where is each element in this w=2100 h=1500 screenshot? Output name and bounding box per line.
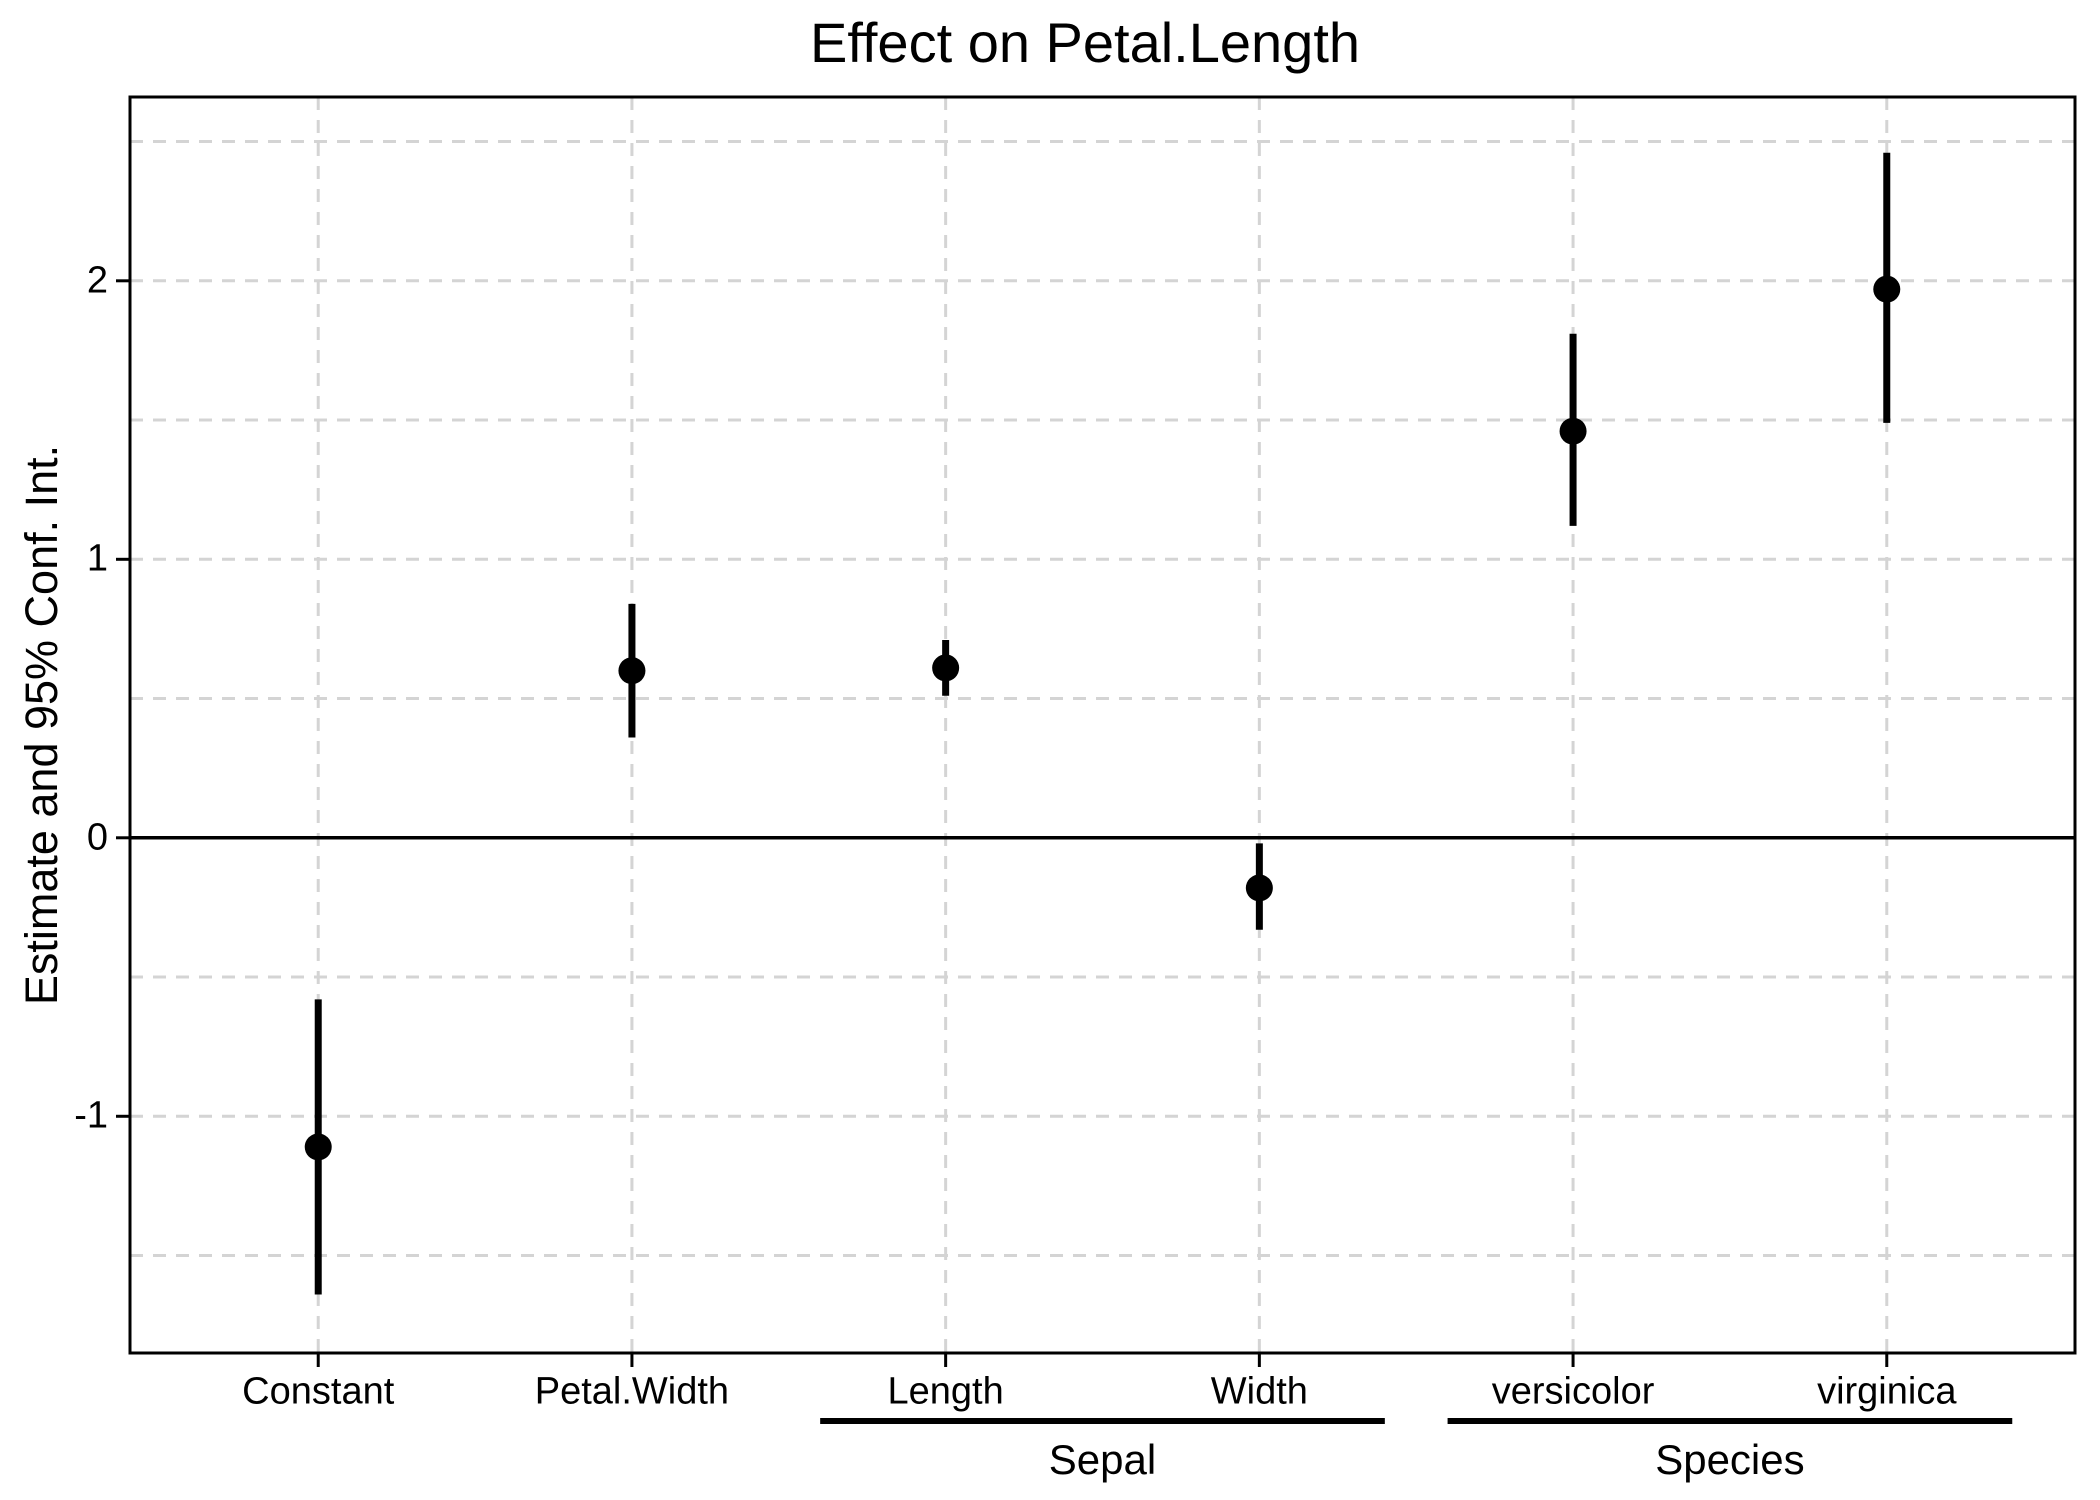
x-category-label: Width — [1210, 1370, 1308, 1413]
estimate-point — [618, 657, 646, 685]
estimate-point — [1559, 417, 1587, 445]
chart-title: Effect on Petal.Length — [809, 11, 1361, 74]
x-category-label: Petal.Width — [534, 1370, 730, 1413]
y-tick-label: -1 — [74, 1094, 108, 1137]
group-label: Sepal — [1048, 1436, 1157, 1483]
x-category-label: versicolor — [1491, 1370, 1655, 1413]
y-tick-label: 1 — [86, 537, 108, 580]
x-category-label: virginica — [1817, 1370, 1957, 1413]
group-label: Species — [1655, 1436, 1805, 1483]
panel-border — [128, 95, 2077, 1355]
y-tick-label: 2 — [86, 259, 108, 302]
x-category-label: Length — [887, 1370, 1004, 1413]
y-axis-title: Estimate and 95% Conf. Int. — [16, 444, 67, 1006]
estimate-point — [932, 654, 960, 682]
x-category-label: Constant — [242, 1370, 395, 1413]
y-tick-label: 0 — [86, 816, 108, 859]
estimate-point — [1245, 874, 1273, 902]
estimate-point — [1873, 275, 1901, 303]
estimate-point — [304, 1133, 332, 1161]
